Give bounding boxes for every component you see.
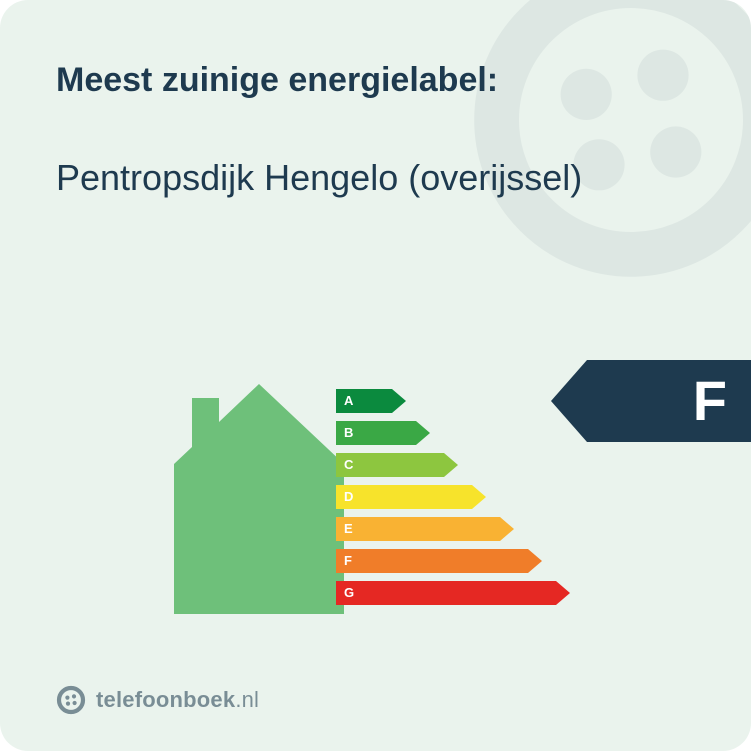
energy-bar-icon [336, 453, 458, 477]
energy-bar-label: A [344, 389, 353, 413]
footer-brand: telefoonboek.nl [56, 685, 259, 715]
energy-bar-label: G [344, 581, 354, 605]
house-icon [174, 384, 344, 614]
card-title: Meest zuinige energielabel: [56, 60, 695, 101]
footer-brand-name: telefoonboek [96, 687, 235, 712]
energy-label-chart: ABCDEFG F [0, 360, 751, 650]
energy-bar-label: C [344, 453, 353, 477]
rating-badge-letter: F [693, 360, 727, 442]
energy-bar-icon [336, 485, 486, 509]
footer-brand-tld: .nl [235, 687, 259, 712]
footer-logo-icon [56, 685, 86, 715]
energy-bar-label: F [344, 549, 352, 573]
energy-bar-icon [336, 549, 542, 573]
card-subtitle: Pentropsdijk Hengelo (overijssel) [56, 155, 695, 201]
energy-bar-label: B [344, 421, 353, 445]
energy-bar-icon [336, 581, 570, 605]
energy-bar-label: E [344, 517, 353, 541]
rating-badge: F [551, 360, 751, 442]
watermark-icon [471, 0, 751, 280]
info-card: Meest zuinige energielabel: Pentropsdijk… [0, 0, 751, 751]
energy-bar-label: D [344, 485, 353, 509]
footer-brand-text: telefoonboek.nl [96, 687, 259, 713]
energy-bar-icon [336, 517, 514, 541]
